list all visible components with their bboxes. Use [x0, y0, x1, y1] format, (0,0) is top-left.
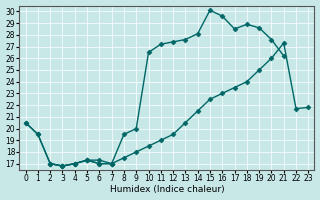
X-axis label: Humidex (Indice chaleur): Humidex (Indice chaleur): [110, 185, 224, 194]
